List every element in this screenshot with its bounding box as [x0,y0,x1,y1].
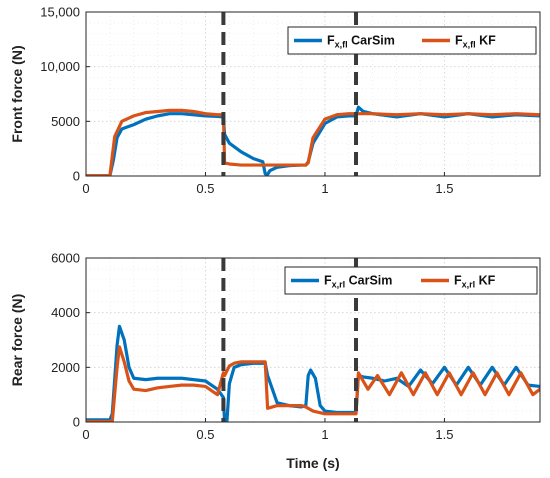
y-tick-label: 0 [73,415,80,430]
front-force-panel: 0 0.5 1 1.5 0 5000 10,000 15,000 Front force (N)… [9,5,541,196]
axes-box [85,11,541,177]
legend-box [284,266,538,295]
series-line-1 [86,108,540,176]
y-tick-label: 5000 [51,114,80,129]
y-tick-label: 10,000 [40,59,80,74]
x-tick-label: 1 [321,181,328,196]
x-tick-label: 1.5 [435,427,453,442]
x-tick-label: 1 [321,427,328,442]
legend-box [287,26,537,55]
x-tick-label: 0 [82,181,89,196]
legend-label-1: Fx,rl KF [454,274,496,290]
y-axis-label: Rear force (N) [9,294,25,387]
y-tick-label: 0 [73,169,80,184]
legend: Fx,fl CarSim Fx,fl KF [287,26,537,55]
y-tick-label: 2000 [51,360,80,375]
axes-box [85,257,541,423]
y-tick-label: 15,000 [40,5,80,20]
x-tick-label: 0.5 [196,427,214,442]
x-tick-label: 1.5 [435,181,453,196]
y-axis-label: Front force (N) [9,45,25,142]
series-line-1 [86,345,540,422]
y-tick-label: 4000 [51,305,80,320]
x-tick-label: 0.5 [196,181,214,196]
legend-label-1: Fx,fl KF [455,34,496,50]
x-axis-label: Time (s) [286,455,339,471]
legend: Fx,rl CarSim Fx,rl KF [284,266,538,295]
legend-label-0: Fx,fl CarSim [327,34,395,50]
x-tick-label: 0 [82,427,89,442]
y-tick-label: 6000 [51,251,80,266]
legend-label-0: Fx,rl CarSim [324,274,392,290]
rear-force-panel: 0 0.5 1 1.5 0 2000 4000 6000 Rear force (N) Time … [9,251,541,471]
